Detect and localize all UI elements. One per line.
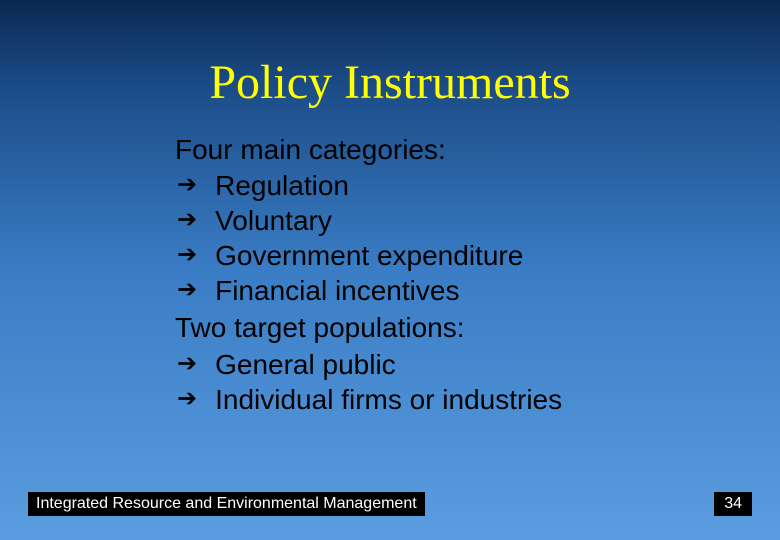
bullet-text: Regulation — [215, 168, 720, 203]
bullet-item: ➔ Regulation — [175, 168, 720, 203]
slide-content: Four main categories: ➔ Regulation ➔ Vol… — [0, 132, 780, 417]
arrow-right-icon: ➔ — [177, 238, 197, 272]
arrow-right-icon: ➔ — [177, 347, 197, 381]
bullet-item: ➔ Government expenditure — [175, 238, 720, 273]
footer-course-name: Integrated Resource and Environmental Ma… — [28, 492, 425, 516]
bullet-item: ➔ Voluntary — [175, 203, 720, 238]
slide-footer: Integrated Resource and Environmental Ma… — [0, 492, 780, 516]
bullet-text: General public — [215, 347, 720, 382]
bullet-item: ➔ General public — [175, 347, 720, 382]
category-heading-1: Four main categories: — [175, 132, 720, 168]
category-heading-2: Two target populations: — [175, 310, 720, 346]
bullet-text: Individual firms or industries — [215, 382, 720, 417]
bullet-text: Financial incentives — [215, 273, 720, 308]
slide-title: Policy Instruments — [0, 0, 780, 130]
bullet-text: Government expenditure — [215, 238, 720, 273]
bullet-text: Voluntary — [215, 203, 720, 238]
arrow-right-icon: ➔ — [177, 203, 197, 237]
bullet-item: ➔ Individual firms or industries — [175, 382, 720, 417]
bullet-item: ➔ Financial incentives — [175, 273, 720, 308]
arrow-right-icon: ➔ — [177, 168, 197, 202]
footer-page-number: 34 — [714, 492, 752, 516]
arrow-right-icon: ➔ — [177, 382, 197, 416]
arrow-right-icon: ➔ — [177, 273, 197, 307]
